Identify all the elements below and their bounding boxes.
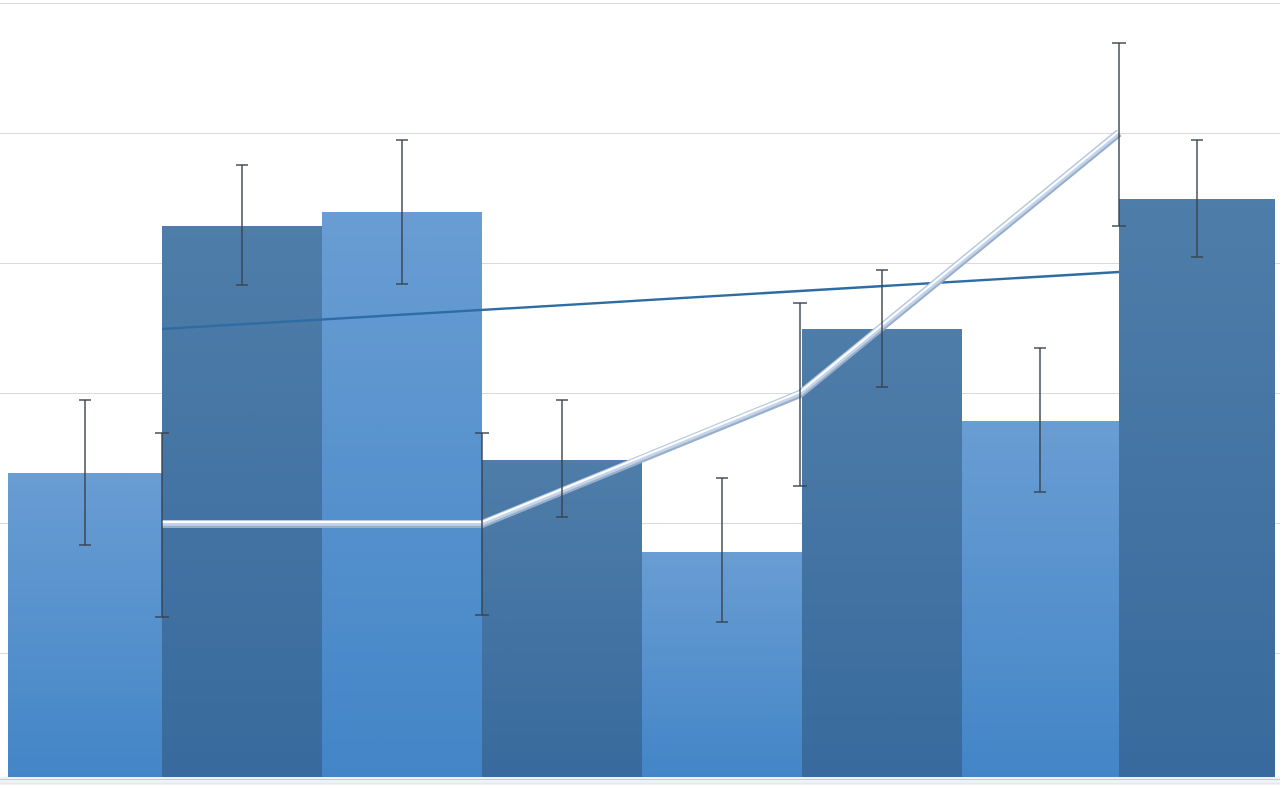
baseline-strip <box>0 777 1280 785</box>
bar-error-bar <box>556 399 568 518</box>
thick-ribbon-line-group <box>162 129 1122 528</box>
bar-error-bar <box>79 399 91 546</box>
line-error-bar <box>793 302 807 487</box>
bar-error-bar <box>1191 139 1203 258</box>
bar <box>802 329 962 777</box>
bar <box>322 212 482 777</box>
bar <box>1119 199 1275 777</box>
line-error-bar <box>475 432 489 616</box>
bar-error-bar <box>396 139 408 285</box>
line-error-bar <box>1112 42 1126 227</box>
bar <box>162 226 322 777</box>
bar-error-bar <box>1034 347 1046 493</box>
bar-error-bar <box>716 477 728 623</box>
error-bars-group <box>79 42 1203 623</box>
bar-error-bar <box>876 269 888 388</box>
line-error-bar <box>155 432 169 618</box>
thin-trend-line <box>161 270 1120 331</box>
thin-trend-line-group <box>161 270 1120 331</box>
baseline-strip-fill <box>0 777 1280 785</box>
thick-ribbon-line-layer <box>162 130 1120 523</box>
bar-error-bar <box>236 164 248 286</box>
bars-group <box>8 199 1275 777</box>
